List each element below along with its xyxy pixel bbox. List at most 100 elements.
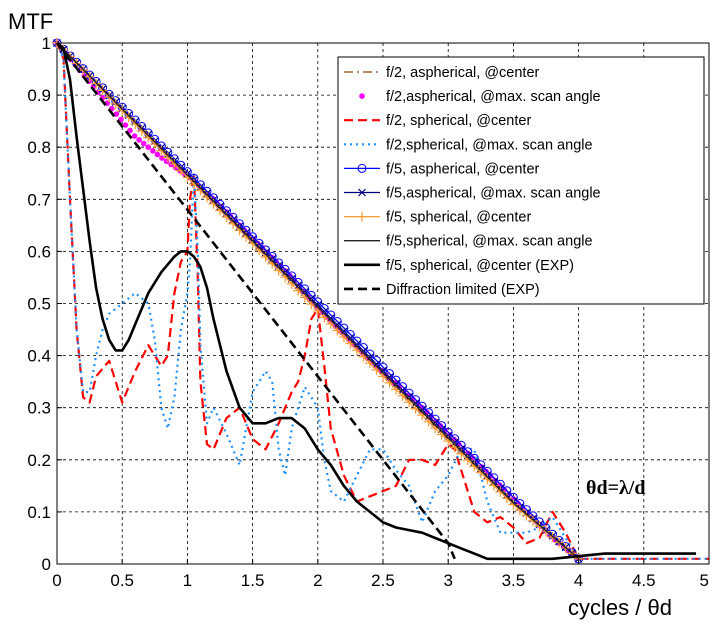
x-tick-label: 3 [443,571,452,590]
x-marker [339,327,348,336]
x-tick-label: 1 [183,571,192,590]
x-marker [346,333,355,342]
legend-label: f/2,spherical, @max. scan angle [386,137,593,153]
y-tick-label: 0 [42,555,51,574]
plus-marker [475,467,486,478]
dot-marker [145,144,152,150]
theta-annotation: θd=λ/d [586,477,645,499]
y-tick-label: 0.7 [27,190,51,209]
x-tick-label: 0.5 [110,571,134,590]
dot-marker [122,122,129,128]
legend-item: f/5,aspherical, @max. scan angle [344,186,601,202]
plus-marker [508,499,519,510]
series-line [56,42,580,560]
ticks-group: 0 0.5 1 1.5 2 2.5 3 3.5 4 4.5 5 0 0.1 0.2 0.3 0.4 0.5 0.6… [27,34,710,590]
y-tick-label: 0.1 [27,503,51,522]
series-3 [55,42,709,560]
x-marker [358,188,366,197]
x-tick-label: 2.5 [371,571,395,590]
legend-item: f/2, spherical, @center [344,113,531,129]
legend-item: Diffraction limited (EXP) [344,282,540,298]
x-marker [320,307,329,316]
x-marker [333,320,342,329]
x-tick-label: 1.5 [241,571,265,590]
legend-label: f/5, spherical, @center (EXP) [386,258,574,274]
legend-item: f/5, spherical, @center [344,210,531,226]
x-axis-label: cycles / θd [568,595,672,620]
plus-marker [156,145,167,156]
legend-label: f/5,aspherical, @max. scan angle [386,186,601,202]
y-axis-label: MTF [8,9,53,34]
plus-marker [97,85,108,96]
series-group [52,38,709,564]
plus-marker [130,119,141,130]
x-tick-label: 0 [52,571,61,590]
x-tick-label: 4 [574,571,583,590]
plus-marker [482,474,493,485]
plus-marker [110,98,121,109]
legend-label: f/2, aspherical, @center [386,65,540,81]
series-10 [55,42,456,560]
plus-marker [169,159,180,170]
x-marker [385,373,394,382]
plus-marker [495,486,506,497]
legend-item: f/5,spherical, @max. scan angle [344,234,593,250]
series-4 [55,42,709,560]
legend-item: f/2,spherical, @max. scan angle [344,137,593,153]
x-marker [359,347,368,355]
dot-marker [163,158,170,165]
legend-item: f/5, spherical, @center (EXP) [344,258,574,274]
plus-marker [136,125,147,136]
legend-item: f/2,aspherical, @max. scan angle [359,89,601,105]
x-marker [366,353,374,362]
plus-marker [514,505,525,516]
x-marker [352,340,361,349]
plus-marker [143,132,154,143]
circle-marker [357,163,367,173]
series-line [56,42,580,560]
legend-item: f/2, aspherical, @center [344,65,540,81]
y-tick-label: 0.9 [27,86,51,105]
y-tick-label: 0.3 [27,399,51,418]
legend-item: f/5, aspherical, @center [344,161,540,177]
dot-marker [136,137,142,143]
plus-marker [149,139,160,150]
legend-label: f/5, spherical, @center [386,210,531,226]
legend-box [337,56,705,305]
x-marker [379,366,387,375]
x-tick-label: 3.5 [502,571,526,590]
x-marker [372,360,381,369]
x-tick-label: 5 [700,571,709,590]
plus-marker [521,510,532,521]
series-line [55,42,456,560]
y-tick-label: 0.2 [27,451,51,470]
plus-marker [534,521,545,532]
legend-label: Diffraction limited (EXP) [386,282,540,298]
plus-marker [123,112,134,123]
x-tick-label: 4.5 [632,571,656,590]
y-tick-label: 1 [42,34,51,53]
dot-marker [359,93,365,99]
legend-label: f/5,spherical, @max. scan angle [386,234,593,250]
dot-marker [159,155,165,161]
legend-label: f/5, aspherical, @center [386,161,540,177]
y-tick-label: 0.6 [27,242,51,261]
series-9 [56,41,696,561]
dot-marker [140,140,147,147]
legend: f/2, aspherical, @center f/2,aspherical, … [337,56,705,305]
y-tick-label: 0.4 [27,347,51,366]
series-line [55,42,709,560]
y-tick-label: 0.5 [27,295,51,314]
dot-marker [154,151,161,158]
plus-marker [488,480,499,491]
x-marker [313,301,322,309]
series-8 [56,42,580,560]
dot-marker [127,127,133,134]
plus-marker [104,92,115,103]
plus-marker [117,105,128,116]
y-tick-label: 0.8 [27,138,51,157]
series-line [56,41,696,561]
x-marker [326,314,335,323]
